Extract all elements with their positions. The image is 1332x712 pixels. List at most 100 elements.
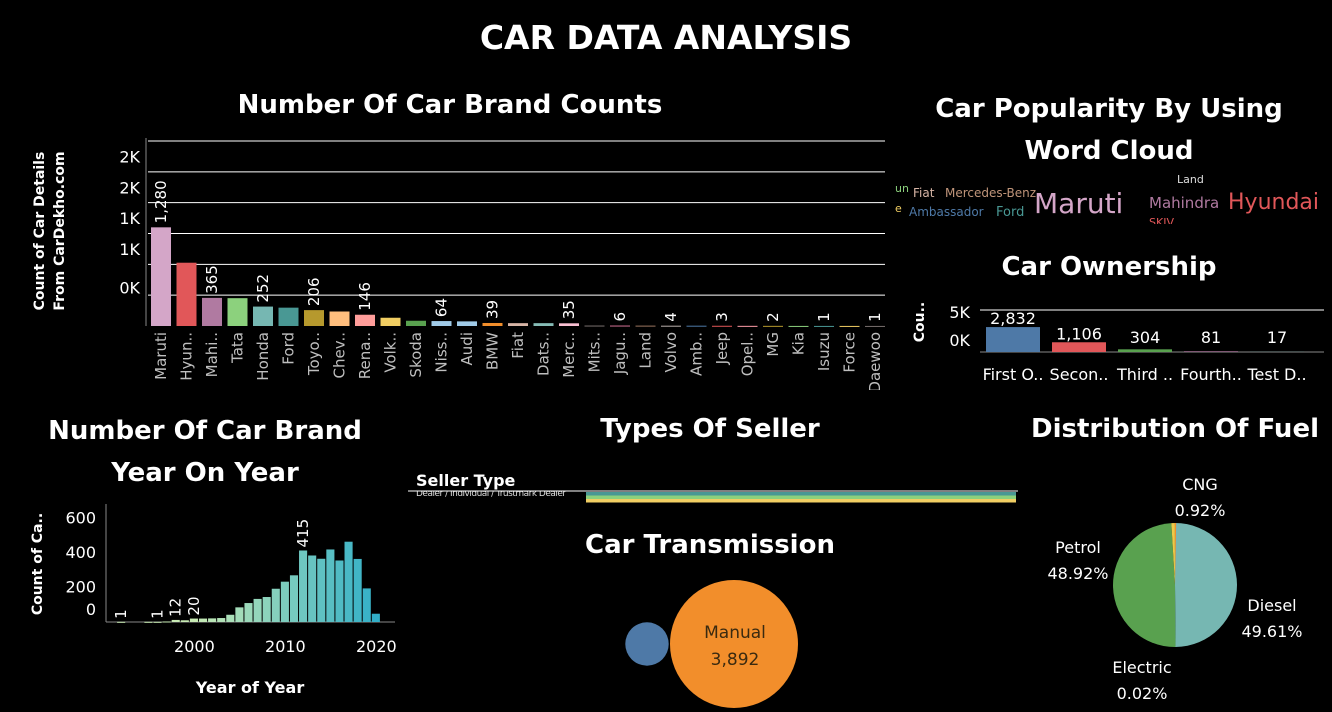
brand-data-label: 35	[560, 300, 578, 319]
year-bar	[289, 575, 299, 622]
year-bar	[180, 620, 189, 622]
brand-data-label: 6	[611, 312, 629, 322]
seller-bar	[586, 495, 1016, 499]
brand-y-tick: 1K	[119, 209, 140, 228]
year-title-line2: Year On Year	[111, 458, 299, 488]
year-bar	[189, 618, 198, 622]
year-chart-xlabel: Year of Year	[195, 678, 305, 697]
brand-ylabel-line1: Count of Car Details	[32, 151, 48, 311]
brand-x-tick: Isuzu	[815, 332, 833, 371]
year-bar	[317, 558, 326, 622]
brand-x-tick: Toyo..	[305, 332, 323, 376]
year-bar	[244, 603, 253, 622]
brand-x-tick: Mahi..	[203, 332, 221, 377]
seller-rows-text: Dealer / Individual / Trustmark Dealer	[416, 491, 566, 499]
owner-y-tick: 0K	[949, 331, 970, 350]
year-bar	[153, 621, 162, 623]
year-y-tick: 0	[86, 600, 96, 619]
wordcloud-title: Car Popularity By Using Word Cloud	[900, 88, 1318, 172]
fuel-label-diesel: Diesel 49.61%	[1232, 593, 1312, 645]
brand-x-tick: Chev..	[331, 332, 349, 378]
brand-x-tick: Maruti	[152, 332, 170, 380]
fuel-slice-diesel	[1175, 523, 1237, 647]
brand-bar	[559, 323, 579, 326]
year-bar	[344, 541, 353, 622]
year-chart-title: Number Of Car Brand Year On Year	[0, 410, 410, 494]
brand-bar	[278, 307, 299, 326]
year-data-label: 12	[167, 598, 185, 617]
brand-bar	[253, 306, 273, 326]
word-e: e	[895, 202, 902, 215]
brand-bar	[661, 325, 681, 327]
brand-x-tick: Niss..	[433, 332, 451, 373]
owner-data-label: 17	[1267, 328, 1287, 347]
seller-header: Seller Type	[416, 471, 516, 490]
petrol-name: Petrol	[1055, 538, 1101, 557]
transmission-bubble-chart	[625, 580, 798, 708]
word-land: Land	[1177, 173, 1204, 186]
brand-bar	[202, 297, 222, 326]
brand-count-chart: 2K 2K 1K 1K 0K 1,280 Maruti Hyun.. 365 Mahi.. Tata…	[119, 138, 885, 390]
brand-bar	[227, 298, 248, 326]
brand-data-label: 64	[433, 298, 451, 317]
year-bar	[117, 621, 126, 623]
brand-x-tick: Fiat	[509, 332, 527, 359]
cng-pct: 0.92%	[1174, 501, 1226, 520]
brand-bar	[482, 322, 503, 326]
brand-x-tick: Merc..	[560, 332, 578, 378]
ownership-title: Car Ownership	[1001, 252, 1217, 282]
brand-x-tick: Volk..	[382, 332, 400, 373]
owner-data-label: 2,832	[990, 309, 1036, 328]
year-bar	[308, 555, 317, 622]
year-data-label: 1	[149, 609, 167, 619]
fuel-label-cng: CNG 0.92%	[1160, 472, 1240, 524]
diesel-name: Diesel	[1247, 596, 1297, 615]
year-bar	[162, 621, 171, 623]
brand-x-tick: Hyun..	[178, 332, 196, 381]
brand-x-tick: Audi	[458, 332, 476, 365]
brand-data-label: 1,280	[152, 180, 170, 223]
fuel-title: Distribution Of Fuel	[1030, 414, 1319, 444]
word-ford: Ford	[996, 205, 1025, 220]
seller-title: Types Of Seller	[600, 414, 820, 444]
word-fiat: Fiat	[913, 186, 935, 200]
brand-data-label: 39	[484, 300, 502, 319]
owner-x-tick: Secon..	[1050, 365, 1109, 384]
brand-y-tick: 2K	[119, 178, 140, 197]
manual-value: 3,892	[710, 650, 760, 670]
word-mahindra: Mahindra	[1149, 194, 1220, 212]
ownership-ylabel: Cou..	[912, 301, 928, 343]
brand-bar	[814, 325, 834, 327]
brand-bar	[610, 325, 630, 327]
year-data-label: 1	[112, 609, 130, 619]
owner-data-label: 81	[1201, 328, 1221, 347]
year-y-tick: 600	[65, 509, 96, 528]
year-data-label: 20	[185, 596, 203, 615]
year-bar	[326, 549, 335, 622]
year-chart-ylabel: Count of Ca..	[30, 512, 46, 616]
owner-bar	[1184, 351, 1238, 352]
brand-bar	[533, 323, 554, 326]
word-maruti: Maruti	[1034, 187, 1124, 220]
year-bar	[280, 581, 289, 622]
word-ambassador: Ambassador	[909, 205, 984, 219]
brand-data-label: 1	[866, 312, 884, 322]
fuel-slice-electric	[1174, 523, 1177, 585]
year-bar	[235, 607, 244, 622]
brand-x-tick: Opel..	[739, 332, 757, 376]
brand-ylabel-line2: From CarDekho.com	[52, 151, 68, 311]
manual-bubble	[670, 580, 798, 708]
brand-y-tick: 1K	[119, 240, 140, 259]
fuel-label-petrol: Petrol 48.92%	[1038, 535, 1118, 587]
brand-data-label: 206	[305, 277, 323, 306]
brand-bar	[406, 320, 426, 326]
year-y-tick: 200	[65, 578, 96, 597]
year-bar	[335, 560, 344, 622]
brand-bar	[839, 325, 860, 327]
brand-x-tick: Kia	[790, 332, 808, 355]
owner-data-label: 1,106	[1056, 324, 1102, 343]
brand-data-label: 4	[662, 312, 680, 322]
brand-x-tick: Jeep	[713, 332, 731, 365]
wordcloud-title-line2: Word Cloud	[1024, 136, 1194, 166]
